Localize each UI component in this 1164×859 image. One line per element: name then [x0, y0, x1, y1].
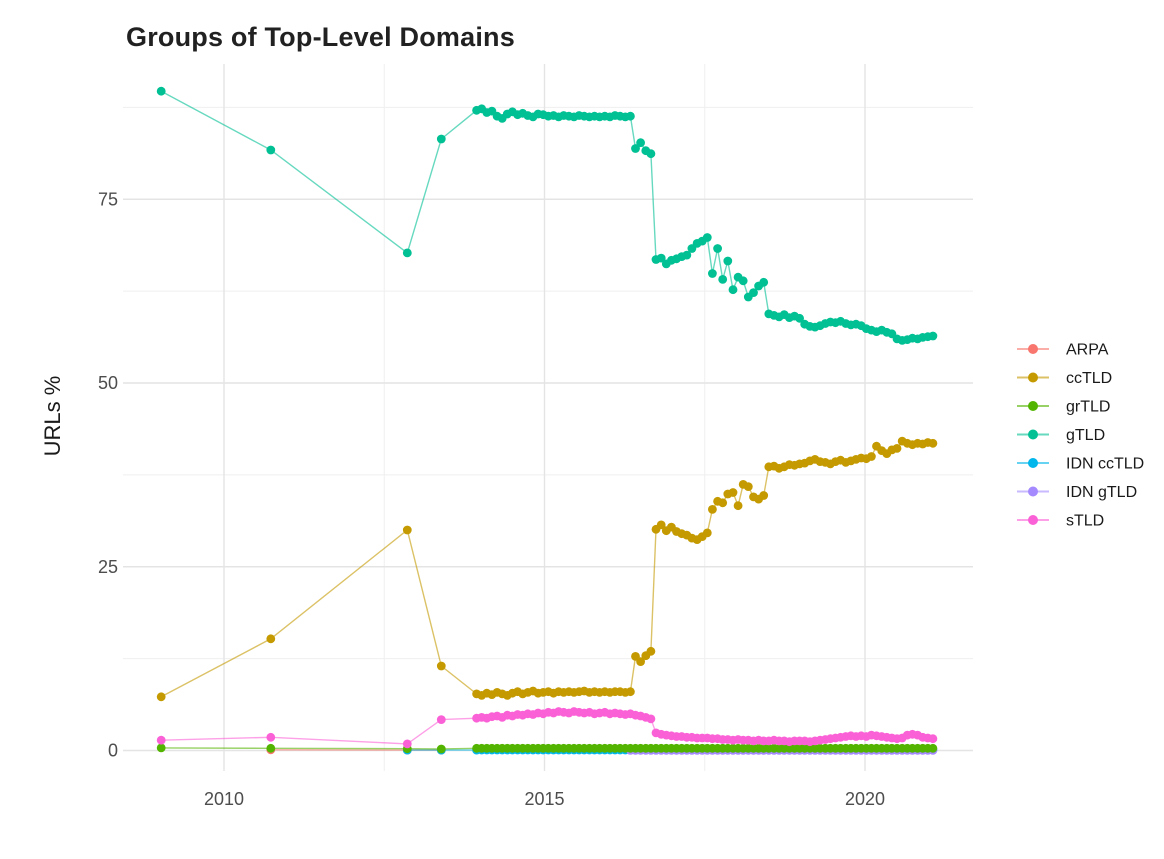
grid	[123, 64, 973, 771]
legend-swatch-gtld	[1028, 430, 1038, 440]
series	[157, 87, 938, 755]
legend-swatch-idn-cctld	[1028, 458, 1038, 468]
legend-swatch-idn-gtld	[1028, 487, 1038, 497]
data-point-gtld	[759, 278, 768, 287]
data-point-gtld	[729, 285, 738, 294]
data-point-cctld	[708, 505, 717, 514]
legend-swatch-arpa	[1028, 344, 1038, 354]
legend-item-cctld: ccTLD	[1017, 370, 1112, 387]
data-point-stld	[266, 733, 275, 742]
data-point-cctld	[759, 491, 768, 500]
data-point-grtld	[266, 744, 275, 753]
plot-svg: 2010 2015 2020 0 25 50 75 URLs % ARPA ccTLD grTLD g…	[40, 16, 1164, 843]
data-point-cctld	[929, 439, 938, 448]
data-point-gtld	[626, 112, 635, 121]
y-axis-title: URLs %	[40, 376, 65, 457]
data-point-cctld	[729, 488, 738, 497]
legend-label-cctld: ccTLD	[1066, 370, 1112, 387]
data-point-cctld	[626, 687, 635, 696]
legend-item-arpa: ARPA	[1017, 342, 1109, 359]
data-point-stld	[647, 715, 656, 724]
legend-item-idn-cctld: IDN ccTLD	[1017, 456, 1144, 473]
legend-swatch-grtld	[1028, 401, 1038, 411]
data-point-gtld	[403, 249, 412, 258]
x-tick-label: 2015	[524, 789, 564, 809]
series-gtld	[157, 87, 938, 345]
legend-item-gtld: gTLD	[1017, 427, 1105, 444]
data-point-cctld	[867, 452, 876, 461]
legend-swatch-stld	[1028, 515, 1038, 525]
data-point-gtld	[157, 87, 166, 96]
data-point-gtld	[739, 276, 748, 285]
legend-label-arpa: ARPA	[1066, 342, 1109, 359]
legend-label-gtld: gTLD	[1066, 427, 1105, 444]
data-point-gtld	[929, 332, 938, 341]
data-point-stld	[403, 740, 412, 749]
data-point-stld	[157, 736, 166, 745]
data-point-gtld	[636, 138, 645, 147]
legend: ARPA ccTLD grTLD gTLD IDN ccTLD IDN gTLD sTLD	[1017, 342, 1144, 530]
data-point-cctld	[734, 501, 743, 510]
y-tick-label: 50	[98, 373, 118, 393]
x-tick-label: 2010	[204, 789, 244, 809]
data-point-cctld	[647, 647, 656, 656]
data-point-stld	[437, 715, 446, 724]
data-point-cctld	[893, 444, 902, 453]
y-tick-label: 75	[98, 189, 118, 209]
legend-item-stld: sTLD	[1017, 513, 1104, 530]
data-point-gtld	[713, 244, 722, 253]
legend-label-stld: sTLD	[1066, 513, 1104, 530]
data-point-cctld	[437, 662, 446, 671]
data-point-gtld	[708, 269, 717, 278]
y-tick-label: 0	[108, 741, 118, 761]
data-point-gtld	[723, 257, 732, 266]
data-point-cctld	[403, 526, 412, 535]
data-point-gtld	[266, 146, 275, 155]
legend-label-grtld: grTLD	[1066, 399, 1110, 416]
data-point-gtld	[703, 233, 712, 242]
legend-swatch-cctld	[1028, 373, 1038, 383]
legend-item-grtld: grTLD	[1017, 399, 1110, 416]
data-point-gtld	[718, 275, 727, 284]
data-point-cctld	[718, 498, 727, 507]
data-point-cctld	[703, 529, 712, 538]
data-point-grtld	[157, 744, 166, 753]
legend-label-idn-gtld: IDN gTLD	[1066, 484, 1137, 501]
data-point-cctld	[266, 634, 275, 643]
series-stld	[157, 707, 938, 748]
data-point-stld	[929, 734, 938, 743]
data-point-cctld	[744, 482, 753, 491]
data-point-grtld	[929, 744, 938, 753]
x-tick-label: 2020	[845, 789, 885, 809]
legend-item-idn-gtld: IDN gTLD	[1017, 484, 1137, 501]
data-point-gtld	[647, 149, 656, 158]
data-point-grtld	[437, 745, 446, 754]
data-point-gtld	[437, 135, 446, 144]
series-line-gtld	[161, 91, 933, 340]
series-cctld	[157, 437, 938, 701]
y-tick-label: 25	[98, 557, 118, 577]
legend-label-idn-cctld: IDN ccTLD	[1066, 456, 1144, 473]
data-point-cctld	[157, 692, 166, 701]
